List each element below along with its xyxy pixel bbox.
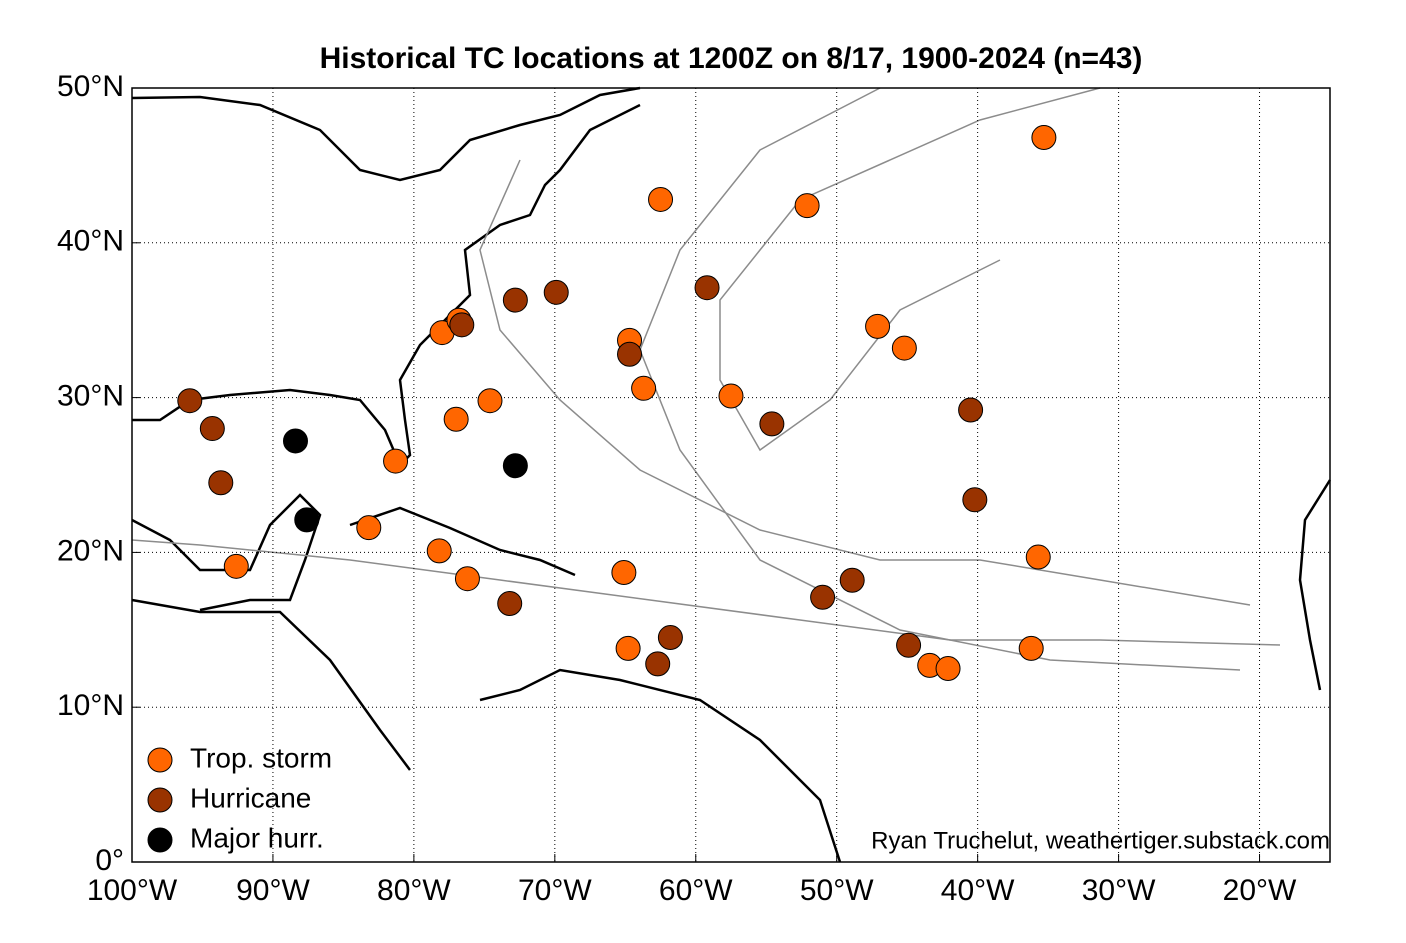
storm-point	[962, 487, 988, 513]
storm-point	[631, 375, 657, 401]
storm-point	[958, 397, 984, 423]
storm-point	[543, 279, 569, 305]
legend-marker	[147, 827, 173, 853]
storm-point	[615, 635, 641, 661]
x-tick-label: 60°W	[659, 874, 733, 907]
storm-point	[794, 193, 820, 219]
coastline	[131, 493, 322, 612]
credit: Ryan Truchelut, weathertiger.substack.co…	[871, 827, 1330, 854]
y-tick-label: 0°	[95, 844, 124, 877]
coastline	[131, 86, 641, 182]
y-tick-label: 10°N	[57, 689, 124, 722]
storm-point	[645, 651, 671, 677]
y-tick-label: 40°N	[57, 225, 124, 258]
x-tick-label: 90°W	[236, 874, 310, 907]
track	[131, 539, 1281, 646]
legend-label: Trop. storm	[190, 742, 332, 773]
storm-point	[718, 383, 744, 409]
basemap	[131, 86, 1332, 863]
storm-point	[223, 553, 249, 579]
storm-point	[611, 560, 637, 586]
storm-point	[896, 632, 922, 658]
x-tick-label: 40°W	[941, 874, 1015, 907]
storm-point	[694, 275, 720, 301]
x-tick-label: 30°W	[1082, 874, 1156, 907]
x-tick-label: 20°W	[1223, 874, 1297, 907]
legend-marker	[147, 787, 173, 813]
legend-label: Major hurr.	[190, 822, 324, 853]
storm-point	[502, 453, 528, 479]
coastline	[1298, 479, 1332, 691]
track	[639, 87, 1241, 671]
legend-marker	[147, 747, 173, 773]
storm-point	[282, 428, 308, 454]
storm-point	[617, 341, 643, 367]
storm-point	[449, 312, 475, 338]
storm-point	[356, 515, 382, 541]
storm-point	[426, 538, 452, 564]
storm-point	[1025, 544, 1051, 570]
track	[719, 87, 1101, 452]
storm-point	[810, 584, 836, 610]
coastline	[132, 103, 641, 468]
storm-point	[383, 448, 409, 474]
storm-point	[208, 470, 234, 496]
storm-point	[199, 416, 225, 442]
y-tick-label: 50°N	[57, 70, 124, 103]
x-tick-label: 50°W	[800, 874, 874, 907]
storm-point	[657, 625, 683, 651]
x-tick-label: 70°W	[518, 874, 592, 907]
storm-point	[443, 406, 469, 432]
storm-point	[294, 507, 320, 533]
storm-point	[891, 335, 917, 361]
storm-point	[759, 411, 785, 437]
storm-point	[502, 287, 528, 313]
storm-point	[177, 388, 203, 414]
storm-point	[497, 590, 523, 616]
storm-point	[477, 388, 503, 414]
x-tick-label: 100°W	[87, 874, 178, 907]
storm-point	[1018, 635, 1044, 661]
plot-frame	[131, 87, 1331, 863]
storm-point	[935, 656, 961, 681]
y-tick-label: 30°N	[57, 380, 124, 413]
coastline	[349, 506, 576, 577]
y-tick-label: 20°N	[57, 534, 124, 567]
storm-point	[1031, 125, 1057, 151]
track	[479, 159, 1251, 606]
chart-title: Historical TC locations at 1200Z on 8/17…	[320, 42, 1143, 75]
storm-point	[839, 567, 865, 593]
coastline	[131, 598, 411, 771]
storm-point	[865, 313, 891, 339]
coastline	[479, 668, 842, 863]
storm-point	[648, 186, 674, 212]
storm-point	[454, 566, 480, 592]
legend-label: Hurricane	[190, 782, 311, 813]
x-tick-label: 80°W	[377, 874, 451, 907]
